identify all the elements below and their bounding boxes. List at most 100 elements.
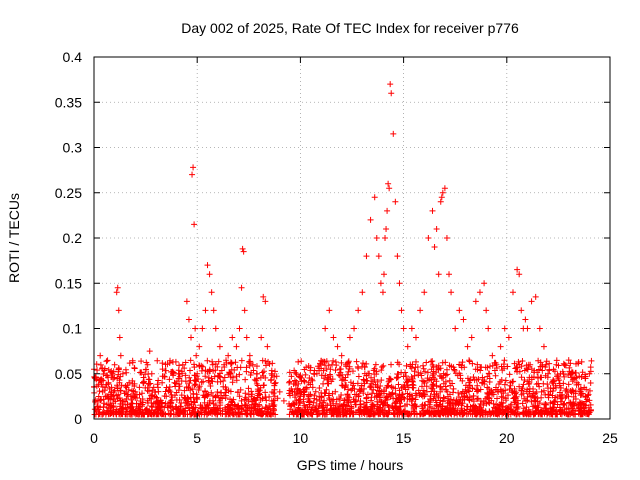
data-point [443,235,450,241]
data-point [264,343,271,350]
data-point [210,307,217,314]
data-point [429,207,436,214]
data-point [92,375,99,382]
x-tick-label: 20 [499,430,515,446]
data-point [549,379,556,386]
data-point [425,235,432,241]
data-point [239,245,246,252]
data-point [382,235,389,241]
data-point [179,361,186,368]
data-point [326,307,333,314]
data-point [460,316,467,323]
data-point [437,198,444,205]
y-axis-label: ROTI / TECUs [6,193,22,283]
data-point [225,352,232,359]
data-point [485,325,492,332]
data-point [151,388,158,395]
data-point [355,307,362,314]
y-tick-label: 0.3 [63,140,83,156]
data-point [236,325,243,332]
data-point [243,334,250,341]
data-point [117,352,124,359]
data-point [505,334,512,341]
data-point [379,289,386,296]
data-point [148,370,155,377]
data-point [111,361,118,368]
data-point [192,325,199,332]
data-point [159,379,166,386]
data-point [452,325,459,332]
y-tick-label: 0.25 [55,185,82,201]
data-point [338,352,345,359]
data-point [586,370,593,377]
data-point [390,130,397,137]
data-point [578,388,585,395]
data-point [435,271,442,278]
data-point [171,379,178,386]
data-point [456,307,463,314]
data-point [188,334,195,341]
data-point [483,307,490,314]
data-point [441,185,448,192]
data-point [377,280,384,287]
data-point [258,334,265,341]
data-point [206,271,213,278]
data-point [371,194,378,201]
data-point [212,325,219,332]
data-point [497,343,504,350]
data-point [514,266,521,273]
y-tick-label: 0 [74,411,82,427]
data-point [240,248,247,255]
x-tick-labels: 0 5 10 15 20 25 [90,430,618,446]
data-point [412,334,419,341]
data-point [476,289,483,296]
data-point [146,348,153,355]
data-point [561,361,568,368]
data-point [185,316,192,323]
data-point [464,343,471,350]
data-point [189,171,196,178]
data-point [392,198,399,205]
y-tick-label: 0.1 [63,321,83,337]
data-point [438,194,445,201]
y-tick-labels: 0 0.05 0.1 0.15 0.2 0.25 0.3 0.35 0.4 [55,49,82,427]
data-point [108,384,115,391]
data-point [99,388,106,395]
data-point [204,262,211,269]
y-tick-label: 0.4 [63,49,83,65]
data-point [394,253,401,260]
data-point [351,325,358,332]
data-point [446,271,453,278]
dense-band [91,357,595,418]
data-point [363,253,370,260]
data-point [113,289,120,296]
ticks-layer [93,56,611,420]
data-point [313,370,320,377]
data-point [404,343,411,350]
data-point [509,289,516,296]
data-point [154,384,161,391]
x-tick-label: 15 [396,430,412,446]
x-tick-label: 0 [90,430,98,446]
data-point [293,397,300,404]
data-point [383,225,390,232]
data-point [385,180,392,187]
data-point [199,325,206,332]
data-point [305,379,312,386]
chart-title: Day 002 of 2025, Rate Of TEC Index for r… [181,20,519,36]
data-point [286,379,293,386]
grid-layer [94,57,610,419]
data-point [116,334,123,341]
data-point [522,316,529,323]
data-point [309,384,316,391]
data-point [400,325,407,332]
data-point [196,343,203,350]
y-tick-label: 0.15 [55,275,82,291]
data-point [126,379,133,386]
data-point [102,393,109,400]
data-point [254,370,261,377]
data-point [540,343,547,350]
data-point [191,221,198,228]
data-point [417,307,424,314]
